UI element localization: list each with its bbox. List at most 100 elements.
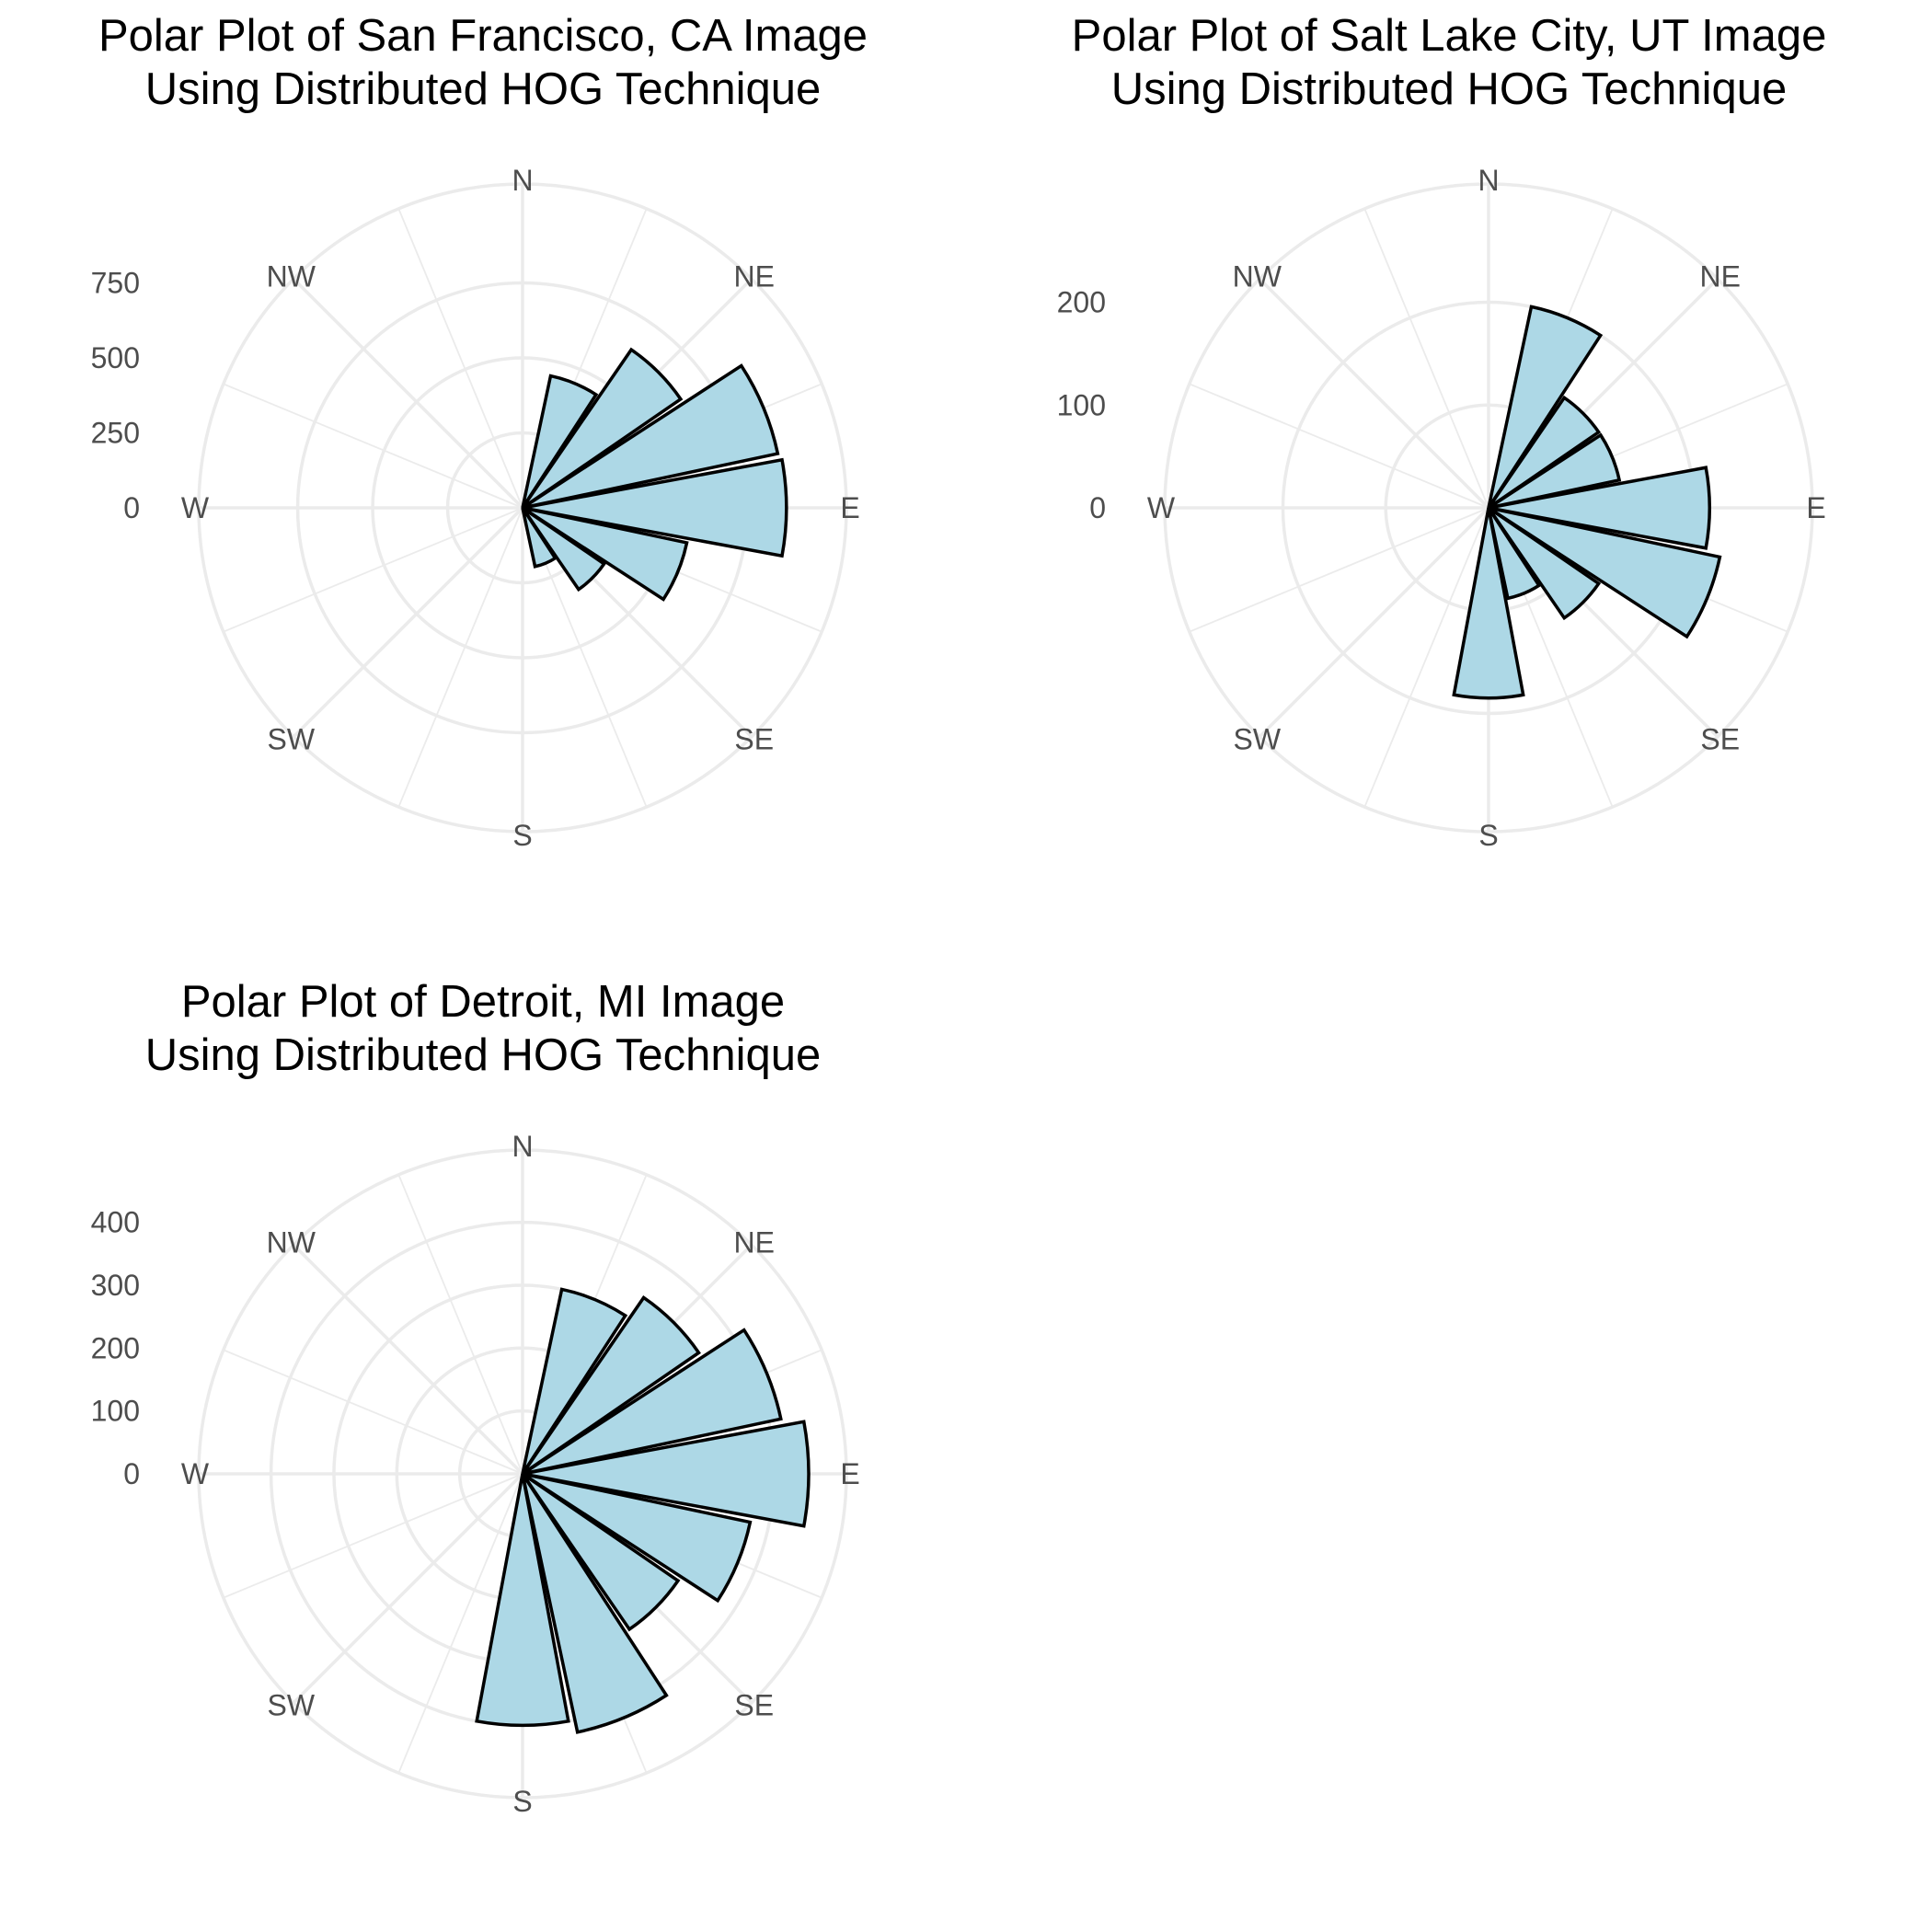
minor-spoke (223, 1473, 523, 1599)
polar-bar (521, 347, 684, 510)
direction-label: S (1478, 819, 1498, 852)
direction-label: N (1478, 164, 1499, 197)
polar-bar (1487, 507, 1542, 601)
polar-bar (521, 506, 607, 592)
minor-spoke (397, 507, 523, 808)
direction-label: SW (1233, 723, 1281, 756)
direction-label: SW (267, 723, 315, 756)
direction-label: NW (267, 1225, 316, 1259)
radial-tick-label: 200 (1057, 286, 1106, 319)
minor-spoke (223, 507, 523, 633)
grid-ring (1163, 182, 1814, 834)
bars (475, 1287, 811, 1734)
chart-title: Polar Plot of Salt Lake City, UT Image U… (966, 9, 1932, 116)
chart-title-line1: Polar Plot of San Francisco, CA Image (98, 11, 868, 61)
polar-bar (522, 1420, 811, 1528)
polar-plot-svg: 0 250 500 750 N NE E SE S SW W NW (91, 164, 860, 852)
polar-bar (521, 1287, 628, 1475)
direction-label: NW (267, 259, 316, 293)
radial-tick-label: 100 (91, 1395, 140, 1428)
grid-ring (197, 1148, 848, 1800)
direction-label: SE (734, 1689, 774, 1722)
chart-panel-detroit: Polar Plot of Detroit, MI Image Using Di… (0, 966, 966, 1932)
radial-tick-label: 750 (91, 267, 140, 300)
direction-label: SW (267, 1689, 315, 1722)
direction-label: E (840, 1457, 859, 1490)
polar-bar (521, 507, 558, 569)
polar-bar (522, 506, 689, 602)
polar-bar (522, 1328, 783, 1476)
direction-labels: N NE E SE S SW W NW (181, 1130, 860, 1818)
polar-bar (521, 374, 599, 509)
radial-tick-label: 0 (123, 1457, 140, 1490)
major-spoke (292, 1472, 524, 1705)
radial-tick-label: 400 (91, 1206, 140, 1239)
minor-spoke (397, 1473, 523, 1774)
grid-ring (197, 182, 848, 834)
chart-title-line2: Using Distributed HOG Technique (144, 1030, 822, 1080)
chart-panel-salt-lake-city: Polar Plot of Salt Lake City, UT Image U… (966, 0, 1932, 966)
polar-bar (522, 1472, 753, 1604)
chart-title-line1: Polar Plot of Detroit, MI Image (180, 977, 786, 1027)
minor-spoke (1363, 507, 1489, 808)
direction-label: E (1806, 491, 1825, 524)
minor-spoke (397, 1174, 523, 1475)
direction-label: NE (734, 1225, 775, 1259)
minor-spoke (223, 383, 523, 509)
direction-label: NE (1700, 259, 1741, 293)
polar-plot-svg: 0 100 200 N NE E SE S SW W NW (1057, 164, 1826, 852)
radial-tick-label: 100 (1057, 388, 1106, 421)
radial-tick-label: 0 (123, 491, 140, 524)
polar-bar (1487, 305, 1604, 509)
radial-tick-labels: 0 250 500 750 (91, 267, 140, 524)
radial-tick-label: 300 (91, 1269, 140, 1302)
polar-bar (522, 363, 780, 510)
polar-bar (521, 1472, 681, 1632)
bars (521, 347, 788, 602)
radial-tick-label: 0 (1089, 491, 1106, 524)
direction-label: SE (734, 723, 774, 756)
direction-label: W (181, 1457, 210, 1490)
direction-label: N (512, 1130, 533, 1163)
direction-label: W (1147, 491, 1176, 524)
direction-label: S (512, 1785, 532, 1818)
minor-spoke (223, 1349, 523, 1475)
major-spoke (292, 506, 524, 739)
polar-bar (1487, 506, 1602, 621)
polar-bar (1488, 466, 1711, 550)
chart-title-line2: Using Distributed HOG Technique (1110, 64, 1788, 114)
polar-bar (521, 1295, 701, 1476)
chart-title-line1: Polar Plot of Salt Lake City, UT Image (1071, 11, 1827, 61)
bars (1452, 305, 1722, 700)
polar-bar (522, 457, 788, 558)
minor-spoke (1189, 507, 1489, 633)
direction-label: N (512, 164, 533, 197)
polar-bar (475, 1473, 570, 1728)
direction-label: E (840, 491, 859, 524)
chart-title: Polar Plot of San Francisco, CA Image Us… (0, 9, 966, 116)
polar-bar (521, 1473, 669, 1734)
radial-tick-label: 200 (91, 1331, 140, 1364)
radial-tick-labels: 0 100 200 (1057, 286, 1106, 524)
direction-labels: N NE E SE S SW W NW (181, 164, 860, 852)
direction-label: SE (1700, 723, 1740, 756)
direction-label: W (181, 491, 210, 524)
chart-title: Polar Plot of Detroit, MI Image Using Di… (0, 975, 966, 1082)
major-spoke (292, 1243, 524, 1476)
chart-title-line2: Using Distributed HOG Technique (144, 64, 822, 114)
chart-panel-san-francisco: Polar Plot of San Francisco, CA Image Us… (0, 0, 966, 966)
direction-label: NW (1233, 259, 1282, 293)
minor-spoke (397, 208, 523, 509)
polar-bar (1488, 506, 1722, 639)
direction-labels: N NE E SE S SW W NW (1147, 164, 1826, 852)
polar-plot-svg: 0 100 200 300 400 N NE E SE S SW W NW (91, 1130, 860, 1818)
major-spoke (1258, 506, 1490, 739)
polar-bar (1452, 507, 1525, 700)
polar-bar (1488, 432, 1622, 510)
radial-tick-labels: 0 100 200 300 400 (91, 1206, 140, 1490)
radial-tick-label: 500 (91, 341, 140, 374)
major-spoke (292, 277, 524, 510)
major-spoke (1258, 277, 1490, 510)
direction-label: NE (734, 259, 775, 293)
radial-tick-label: 250 (91, 417, 140, 450)
